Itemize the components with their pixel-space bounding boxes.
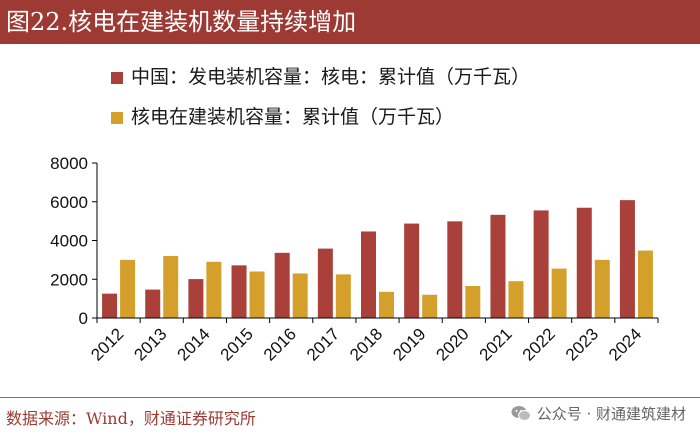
legend-label-under-construction: 核电在建装机容量：累计值（万千瓦） xyxy=(131,106,455,128)
y-tick-label: 4000 xyxy=(50,232,88,251)
y-tick-label: 0 xyxy=(79,309,88,328)
x-tick-label: 2023 xyxy=(562,324,602,364)
bar-series2-2016 xyxy=(292,273,308,318)
x-tick-label: 2019 xyxy=(389,324,429,364)
y-tick-label: 2000 xyxy=(50,270,88,289)
x-tick-label: 2022 xyxy=(519,324,559,364)
bar-series1-2013 xyxy=(145,289,161,318)
bar-series1-2012 xyxy=(102,293,118,318)
bar-series2-2020 xyxy=(465,286,481,318)
bar-series2-2018 xyxy=(379,291,394,318)
source-note: 数据来源：Wind，财通证券研究所 xyxy=(6,409,256,428)
x-tick-label: 2012 xyxy=(87,324,127,364)
legend-label-nuclear-capacity: 中国：发电装机容量：核电：累计值（万千瓦） xyxy=(131,66,531,88)
bar-series1-2014 xyxy=(188,279,204,318)
bar-series2-2023 xyxy=(594,259,610,318)
bar-series1-2016 xyxy=(274,252,290,318)
bar-series1-2024 xyxy=(619,200,635,318)
wechat-icon xyxy=(511,405,531,422)
x-tick-label: 2013 xyxy=(130,324,170,364)
x-tick-label: 2014 xyxy=(174,324,214,364)
x-tick-label: 2015 xyxy=(217,324,257,364)
bar-layer xyxy=(102,200,653,318)
bar-series2-2013 xyxy=(163,256,179,318)
x-axis: 2012 2013 2014 2015 2016 2017 2018 2019 2020 2021… xyxy=(87,318,659,365)
bar-series1-2015 xyxy=(231,265,247,318)
bar-series1-2017 xyxy=(317,248,333,318)
bar-series2-2015 xyxy=(249,271,265,318)
figure-title: 图22.核电在建装机数量持续增加 xyxy=(0,0,700,44)
y-tick-label: 8000 xyxy=(50,154,88,173)
x-tick-label: 2020 xyxy=(432,324,472,364)
legend-item-under-construction: 核电在建装机容量：累计值（万千瓦） xyxy=(111,105,454,129)
bar-series2-2017 xyxy=(335,274,351,318)
bar-series2-2012 xyxy=(120,259,136,318)
bar-series1-2021 xyxy=(490,214,506,318)
footer-divider xyxy=(0,397,700,398)
y-axis: 0 2000 4000 6000 8000 xyxy=(50,154,97,328)
bar-series2-2024 xyxy=(637,250,653,318)
legend-swatch-under-construction xyxy=(111,112,123,124)
x-tick-label: 2018 xyxy=(346,324,386,364)
legend-swatch-nuclear-capacity xyxy=(111,72,123,84)
y-tick-label: 6000 xyxy=(50,193,88,212)
legend-item-nuclear-capacity: 中国：发电装机容量：核电：累计值（万千瓦） xyxy=(111,65,530,89)
x-tick-label: 2017 xyxy=(303,324,343,364)
bar-series2-2022 xyxy=(551,268,567,318)
bar-series1-2023 xyxy=(576,207,592,318)
watermark-text: 公众号 · 财通建筑建材 xyxy=(536,405,686,423)
x-tick-label: 2021 xyxy=(476,324,516,364)
bar-series2-2019 xyxy=(422,294,438,318)
bar-series1-2020 xyxy=(447,221,463,318)
bar-series1-2018 xyxy=(361,231,376,318)
watermark: 公众号 · 财通建筑建材 xyxy=(511,403,686,424)
bar-series2-2021 xyxy=(508,281,524,318)
bar-series1-2019 xyxy=(404,223,420,318)
x-tick-label: 2024 xyxy=(605,324,645,364)
bar-series1-2022 xyxy=(533,210,549,318)
bar-series2-2014 xyxy=(206,261,222,318)
x-tick-label: 2016 xyxy=(260,324,300,364)
